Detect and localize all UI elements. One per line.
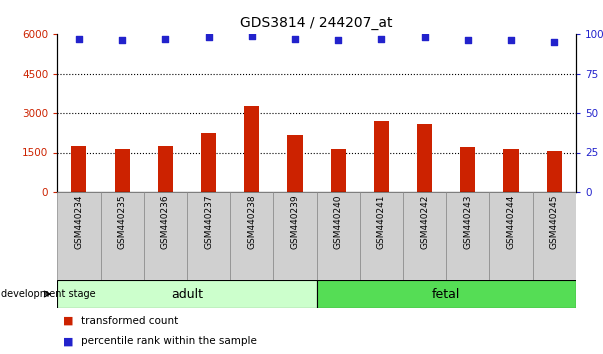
- Bar: [144, 192, 187, 280]
- Bar: [330, 149, 346, 192]
- Text: GSM440236: GSM440236: [161, 195, 170, 249]
- Text: adult: adult: [171, 287, 203, 301]
- Bar: [317, 280, 576, 308]
- Text: ■: ■: [63, 315, 74, 325]
- Text: GSM440244: GSM440244: [507, 195, 516, 249]
- Bar: [273, 192, 317, 280]
- Bar: [288, 135, 303, 192]
- Text: GSM440241: GSM440241: [377, 195, 386, 249]
- Bar: [403, 192, 446, 280]
- Text: GSM440243: GSM440243: [463, 195, 472, 249]
- Bar: [360, 192, 403, 280]
- Point: [290, 36, 300, 41]
- Bar: [547, 151, 562, 192]
- Text: GSM440238: GSM440238: [247, 195, 256, 249]
- Point: [420, 34, 429, 40]
- Bar: [101, 192, 144, 280]
- Point: [463, 38, 473, 43]
- Point: [549, 39, 559, 45]
- Bar: [460, 147, 475, 192]
- Bar: [71, 146, 86, 192]
- Point: [247, 33, 257, 39]
- Bar: [57, 280, 317, 308]
- Point: [204, 34, 213, 40]
- Text: GSM440242: GSM440242: [420, 195, 429, 249]
- Point: [118, 38, 127, 43]
- Point: [74, 36, 84, 41]
- Bar: [317, 192, 360, 280]
- Text: percentile rank within the sample: percentile rank within the sample: [81, 337, 257, 347]
- Text: GSM440234: GSM440234: [74, 195, 83, 249]
- Text: GSM440237: GSM440237: [204, 195, 213, 249]
- Text: development stage: development stage: [1, 289, 96, 299]
- Text: transformed count: transformed count: [81, 315, 178, 325]
- Bar: [490, 192, 532, 280]
- Bar: [201, 133, 216, 192]
- Title: GDS3814 / 244207_at: GDS3814 / 244207_at: [241, 16, 393, 30]
- Point: [376, 36, 387, 41]
- Bar: [532, 192, 576, 280]
- Bar: [57, 192, 101, 280]
- Text: GSM440245: GSM440245: [550, 195, 559, 249]
- Bar: [158, 147, 173, 192]
- Bar: [374, 121, 389, 192]
- Bar: [244, 107, 259, 192]
- Text: GSM440240: GSM440240: [333, 195, 343, 249]
- Bar: [187, 192, 230, 280]
- Text: ■: ■: [63, 337, 74, 347]
- Point: [333, 38, 343, 43]
- Bar: [504, 149, 519, 192]
- Text: GSM440235: GSM440235: [118, 195, 127, 249]
- Bar: [115, 149, 130, 192]
- Text: GSM440239: GSM440239: [291, 195, 300, 249]
- Bar: [230, 192, 273, 280]
- Text: fetal: fetal: [432, 287, 461, 301]
- Bar: [446, 192, 490, 280]
- Point: [507, 38, 516, 43]
- Point: [160, 36, 170, 41]
- Bar: [417, 124, 432, 192]
